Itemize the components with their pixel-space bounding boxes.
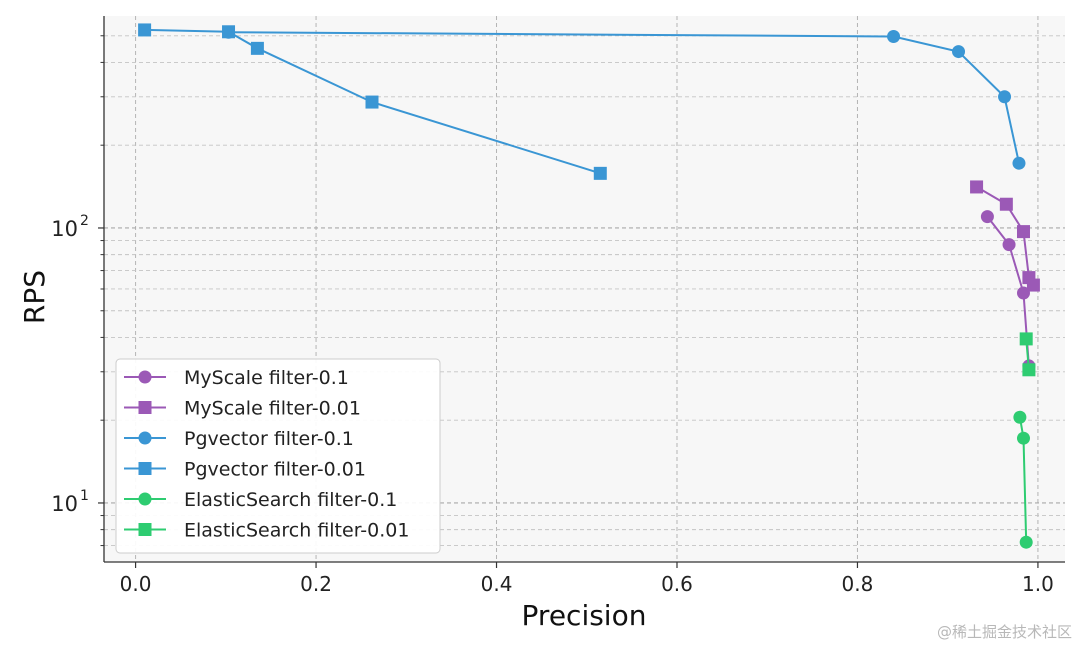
legend-marker [138, 370, 152, 384]
data-point-pgvector-filter-0-01-4 [593, 166, 607, 180]
y-tick-label-1: 10 [51, 217, 78, 241]
data-point-elasticsearch-filter-0-1-2 [1019, 535, 1033, 549]
series-pgvector-filter-0-01 [138, 23, 607, 180]
x-tick-label-5: 1.0 [1022, 572, 1054, 596]
legend-label: MyScale filter-0.01 [184, 398, 361, 420]
data-point-elasticsearch-filter-0-1-0 [1013, 410, 1027, 424]
data-point-elasticsearch-filter-0-01-0 [1019, 332, 1033, 346]
data-point-pgvector-filter-0-1-2 [952, 45, 966, 59]
legend-marker [138, 523, 152, 536]
x-tick-label-0: 0.0 [120, 572, 152, 596]
data-point-pgvector-filter-0-01-0 [138, 23, 152, 37]
data-point-pgvector-filter-0-01-1 [222, 25, 236, 39]
series-line-myscale-filter-0-1 [986, 215, 1030, 366]
legend-box [115, 358, 441, 554]
data-point-myscale-filter-0-1-2 [1016, 286, 1030, 300]
y-tick-exponent-1: 2 [80, 213, 89, 229]
series-elasticsearch-filter-0-01 [1019, 332, 1036, 377]
legend-label: MyScale filter-0.1 [184, 367, 349, 389]
legend-item: ElasticSearch filter-0.01 [124, 520, 409, 542]
legend-label: ElasticSearch filter-0.01 [184, 520, 409, 542]
legend-marker [138, 462, 152, 475]
legend-label: ElasticSearch filter-0.1 [184, 489, 397, 511]
legend-marker [138, 401, 152, 414]
data-point-myscale-filter-0-1-1 [1002, 238, 1016, 252]
series-myscale-filter-0-01 [970, 180, 1040, 292]
y-tick-label-0: 10 [51, 492, 78, 516]
legend: MyScale filter-0.1 MyScale filter-0.01 Pgv… [115, 358, 441, 554]
y-axis-label: RPS [18, 270, 51, 324]
legend-marker [138, 492, 152, 506]
data-point-myscale-filter-0-01-4 [1026, 278, 1040, 292]
data-point-pgvector-filter-0-01-3 [365, 95, 379, 109]
legend-item: MyScale filter-0.01 [124, 398, 361, 420]
legend-item: Pgvector filter-0.1 [124, 428, 354, 450]
data-point-myscale-filter-0-01-0 [970, 180, 984, 194]
x-ticks: 0.0 0.2 0.4 0.6 0.8 1.0 [120, 562, 1054, 596]
data-point-pgvector-filter-0-1-3 [998, 90, 1012, 104]
data-point-pgvector-filter-0-1-1 [887, 29, 901, 43]
legend-marker [138, 431, 152, 445]
legend-label: Pgvector filter-0.01 [184, 459, 366, 481]
y-tick-exponent-0: 1 [80, 488, 89, 504]
data-point-myscale-filter-0-01-1 [999, 197, 1013, 211]
data-point-pgvector-filter-0-01-2 [250, 41, 264, 55]
data-point-elasticsearch-filter-0-01-1 [1022, 363, 1036, 377]
legend-item: MyScale filter-0.1 [124, 367, 349, 389]
data-point-myscale-filter-0-01-2 [1016, 225, 1030, 239]
data-point-myscale-filter-0-1-0 [980, 210, 994, 224]
x-tick-label-4: 0.8 [842, 572, 874, 596]
grid [104, 16, 1065, 562]
x-tick-label-3: 0.6 [661, 572, 693, 596]
series-layer [138, 23, 1040, 549]
data-point-elasticsearch-filter-0-1-1 [1016, 431, 1030, 445]
x-axis-label: Precision [522, 599, 647, 632]
x-tick-label-2: 0.4 [481, 572, 513, 596]
x-tick-label-1: 0.2 [300, 572, 332, 596]
legend-item: Pgvector filter-0.01 [124, 459, 366, 481]
legend-item: ElasticSearch filter-0.1 [124, 489, 397, 511]
series-elasticsearch-filter-0-1 [1013, 410, 1033, 549]
legend-label: Pgvector filter-0.1 [184, 428, 354, 450]
watermark: @稀土掘金技术社区 [936, 623, 1072, 641]
data-point-pgvector-filter-0-1-4 [1012, 156, 1026, 170]
